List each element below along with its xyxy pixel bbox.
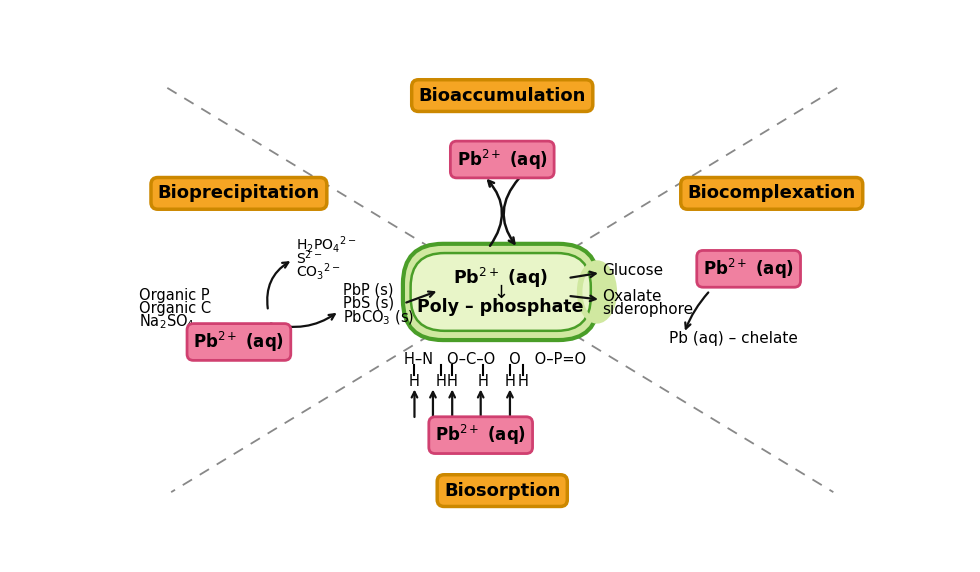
Text: ↓: ↓ bbox=[493, 284, 509, 301]
Text: H: H bbox=[517, 374, 528, 389]
Text: S$^{2-}$: S$^{2-}$ bbox=[296, 249, 322, 267]
Text: Organic C: Organic C bbox=[139, 301, 211, 316]
Text: H: H bbox=[477, 374, 488, 389]
Text: Bioprecipitation: Bioprecipitation bbox=[158, 184, 320, 202]
Text: Pb$^{2+}$ (aq): Pb$^{2+}$ (aq) bbox=[703, 257, 794, 281]
Text: H$_2$PO$_4$$^{2-}$: H$_2$PO$_4$$^{2-}$ bbox=[296, 234, 357, 255]
Text: Pb$^{2+}$ (aq): Pb$^{2+}$ (aq) bbox=[193, 330, 284, 354]
Text: PbS (s): PbS (s) bbox=[343, 296, 394, 311]
Text: siderophore: siderophore bbox=[603, 302, 694, 317]
Ellipse shape bbox=[579, 263, 614, 321]
Text: PbP (s): PbP (s) bbox=[343, 283, 393, 298]
Text: Bioaccumulation: Bioaccumulation bbox=[418, 86, 586, 105]
Text: H: H bbox=[505, 374, 515, 389]
Text: Pb (aq) – chelate: Pb (aq) – chelate bbox=[668, 331, 798, 345]
Text: Biocomplexation: Biocomplexation bbox=[688, 184, 856, 202]
Text: Pb$^{2+}$ (aq): Pb$^{2+}$ (aq) bbox=[435, 423, 526, 447]
FancyBboxPatch shape bbox=[403, 244, 599, 340]
Text: PbCO$_3$ (s): PbCO$_3$ (s) bbox=[343, 308, 415, 327]
Text: Pb$^{2+}$ (aq): Pb$^{2+}$ (aq) bbox=[457, 148, 548, 172]
Text: H: H bbox=[409, 374, 419, 389]
Text: Biosorption: Biosorption bbox=[444, 482, 561, 499]
Text: H: H bbox=[435, 374, 446, 389]
Text: Poly – phosphate: Poly – phosphate bbox=[417, 299, 584, 316]
FancyBboxPatch shape bbox=[411, 253, 591, 331]
Text: H–N   O–C–O   O   O–P=O: H–N O–C–O O O–P=O bbox=[405, 352, 587, 367]
Text: Organic P: Organic P bbox=[139, 288, 210, 303]
Text: CO$_3$$^{2-}$: CO$_3$$^{2-}$ bbox=[296, 261, 341, 281]
Text: H: H bbox=[447, 374, 458, 389]
Text: Na$_2$SO$_4$: Na$_2$SO$_4$ bbox=[139, 312, 195, 331]
Text: Glucose: Glucose bbox=[603, 263, 663, 278]
Text: Oxalate: Oxalate bbox=[603, 289, 662, 304]
Text: Pb$^{2+}$ (aq): Pb$^{2+}$ (aq) bbox=[453, 266, 548, 290]
